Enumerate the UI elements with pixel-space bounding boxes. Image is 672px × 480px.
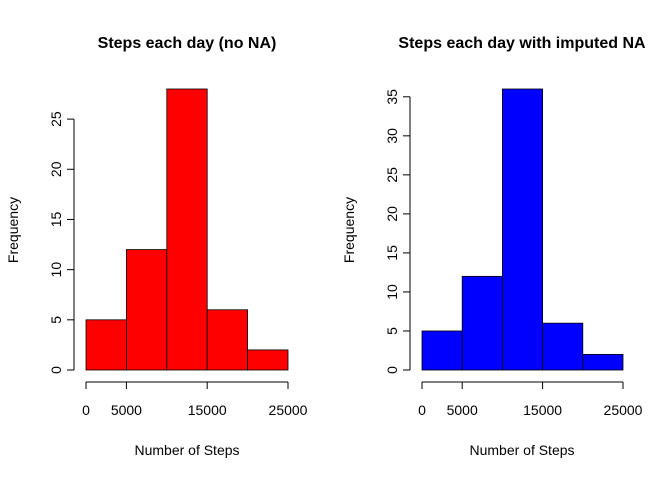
histogram-bar xyxy=(247,349,289,371)
x-tick-label: 15000 xyxy=(188,402,227,418)
bars-group xyxy=(421,88,624,371)
histogram-bar xyxy=(582,353,624,371)
x-axis-label: Number of Steps xyxy=(469,442,574,458)
y-tick-label: 5 xyxy=(384,327,400,335)
y-tick-label: 10 xyxy=(384,284,400,300)
x-axis-label: Number of Steps xyxy=(134,442,239,458)
x-tick-label: 25000 xyxy=(604,402,643,418)
y-tick-label: 35 xyxy=(384,89,400,105)
x-axis: 0 5000 15000 25000 xyxy=(418,381,643,418)
y-tick-label: 25 xyxy=(48,111,64,127)
x-axis: 0 5000 15000 25000 xyxy=(82,381,308,418)
histogram-bar xyxy=(206,309,248,371)
x-tick-label: 15000 xyxy=(523,402,562,418)
y-tick-label: 0 xyxy=(48,366,64,374)
histogram-panel-no-na: Steps each day (no NA) Number of Steps F… xyxy=(5,35,308,458)
y-tick-label: 0 xyxy=(384,366,400,374)
x-tick-label: 25000 xyxy=(269,402,308,418)
chart-title: Steps each day (no NA) xyxy=(98,35,277,52)
y-tick-label: 15 xyxy=(384,245,400,261)
x-tick-label: 5000 xyxy=(111,402,142,418)
histogram-bar xyxy=(461,275,503,371)
y-tick-label: 20 xyxy=(384,206,400,222)
y-tick-label: 30 xyxy=(384,128,400,144)
x-tick-label: 0 xyxy=(82,402,90,418)
histogram-bar xyxy=(421,330,463,371)
histogram-bar xyxy=(501,88,543,371)
x-tick-label: 0 xyxy=(418,402,426,418)
y-tick-label: 20 xyxy=(48,161,64,177)
y-axis-label: Frequency xyxy=(341,197,357,263)
x-tick-label: 5000 xyxy=(447,402,478,418)
histogram-bar xyxy=(85,319,127,371)
y-tick-label: 10 xyxy=(48,262,64,278)
histogram-bar xyxy=(542,322,584,371)
y-axis: 0 5 10 15 20 25 30 35 xyxy=(384,89,411,374)
histogram-panel-imputed-na: Steps each day with imputed NA Number of… xyxy=(341,35,646,458)
y-axis: 0 5 10 15 20 25 xyxy=(48,111,75,374)
bars-group xyxy=(85,88,289,371)
chart-title: Steps each day with imputed NA xyxy=(398,35,646,52)
y-tick-label: 25 xyxy=(384,167,400,183)
y-axis-label: Frequency xyxy=(5,197,21,263)
y-tick-label: 15 xyxy=(48,211,64,227)
histogram-bar xyxy=(166,88,208,371)
histogram-bar xyxy=(126,249,168,371)
y-tick-label: 5 xyxy=(48,316,64,324)
